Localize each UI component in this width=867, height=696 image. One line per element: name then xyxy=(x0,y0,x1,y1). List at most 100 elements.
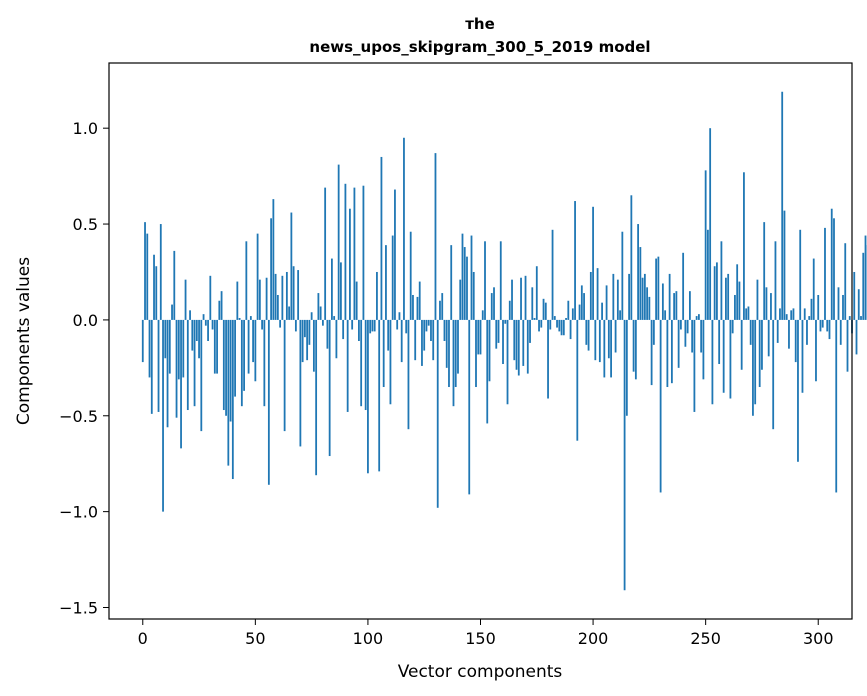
bar xyxy=(812,258,815,320)
bar xyxy=(290,212,293,320)
bar xyxy=(774,241,777,320)
bar xyxy=(718,319,721,365)
bar xyxy=(321,319,324,326)
bar xyxy=(439,300,441,320)
bar xyxy=(186,319,189,411)
bar xyxy=(333,316,336,320)
bar xyxy=(666,319,669,388)
bar xyxy=(202,314,205,320)
bar xyxy=(225,319,227,416)
bar xyxy=(756,279,759,320)
bar xyxy=(589,271,592,320)
bar xyxy=(711,319,714,405)
bar xyxy=(400,319,403,363)
bar xyxy=(513,319,516,361)
bar xyxy=(405,319,408,334)
bar xyxy=(693,319,696,412)
bar xyxy=(603,319,606,378)
bar xyxy=(801,319,804,393)
chart-title-line-2: news_upos_skipgram_300_5_2019 model xyxy=(309,38,650,56)
bar xyxy=(716,262,718,320)
bar xyxy=(238,317,241,320)
bar xyxy=(281,275,284,320)
x-axis-ticks: 0 50 100 150 200 250 300 xyxy=(138,619,834,648)
bar xyxy=(686,319,689,334)
bar xyxy=(240,319,243,407)
bar xyxy=(596,268,599,320)
x-tick-label: 250 xyxy=(690,629,721,648)
bar xyxy=(817,294,820,320)
bar xyxy=(594,319,597,361)
bar xyxy=(668,273,671,320)
bar xyxy=(380,156,383,320)
bar xyxy=(283,319,286,432)
bar xyxy=(659,319,662,493)
bar xyxy=(342,319,345,340)
x-tick-label: 0 xyxy=(138,629,148,648)
bar xyxy=(567,300,570,320)
bar xyxy=(688,291,691,320)
bar xyxy=(853,271,856,320)
bar xyxy=(605,285,608,320)
bar xyxy=(652,319,655,345)
bar xyxy=(427,319,430,326)
bar xyxy=(326,319,329,349)
bar xyxy=(200,319,203,432)
bar xyxy=(826,319,829,332)
x-tick-label: 300 xyxy=(803,629,834,648)
bar xyxy=(245,241,248,320)
bar xyxy=(808,316,811,320)
bar xyxy=(157,319,160,412)
bar xyxy=(213,319,216,374)
bar xyxy=(788,319,790,349)
bar xyxy=(673,293,676,320)
bar xyxy=(198,319,200,359)
bar xyxy=(664,310,667,320)
bar xyxy=(655,258,658,320)
bar xyxy=(432,319,435,361)
bar xyxy=(486,319,489,424)
bar xyxy=(261,319,264,330)
bar xyxy=(542,298,545,320)
bar xyxy=(598,319,601,363)
bar xyxy=(517,319,520,376)
bar xyxy=(398,312,401,320)
bar xyxy=(364,319,367,411)
bar xyxy=(173,250,176,320)
bar xyxy=(340,262,342,320)
bar xyxy=(731,319,734,334)
bar xyxy=(317,293,320,320)
bar xyxy=(616,279,619,320)
bar xyxy=(191,319,194,351)
y-tick-label: −1.0 xyxy=(59,503,98,522)
bar xyxy=(369,319,372,334)
bar xyxy=(488,319,491,382)
bar xyxy=(725,277,727,320)
bar xyxy=(540,319,543,328)
bar xyxy=(729,319,732,399)
bar xyxy=(391,235,394,320)
bar xyxy=(349,208,351,320)
chart-title-line-1: тhe xyxy=(465,15,495,33)
bar xyxy=(315,319,318,476)
bar xyxy=(493,287,495,320)
bar xyxy=(367,319,369,474)
bar xyxy=(382,319,385,388)
bar xyxy=(794,319,797,363)
bar xyxy=(578,304,581,320)
bar xyxy=(734,294,736,320)
bar xyxy=(783,210,786,320)
bar xyxy=(459,279,462,320)
bar xyxy=(385,245,387,320)
bar xyxy=(207,319,209,341)
bar xyxy=(743,172,745,320)
bar xyxy=(535,266,538,320)
bar xyxy=(558,319,561,332)
bar xyxy=(475,319,477,388)
bar xyxy=(520,277,522,320)
bar xyxy=(709,128,712,320)
bar xyxy=(740,319,743,370)
bar xyxy=(544,302,547,320)
bar xyxy=(700,319,703,353)
bar xyxy=(445,319,448,368)
